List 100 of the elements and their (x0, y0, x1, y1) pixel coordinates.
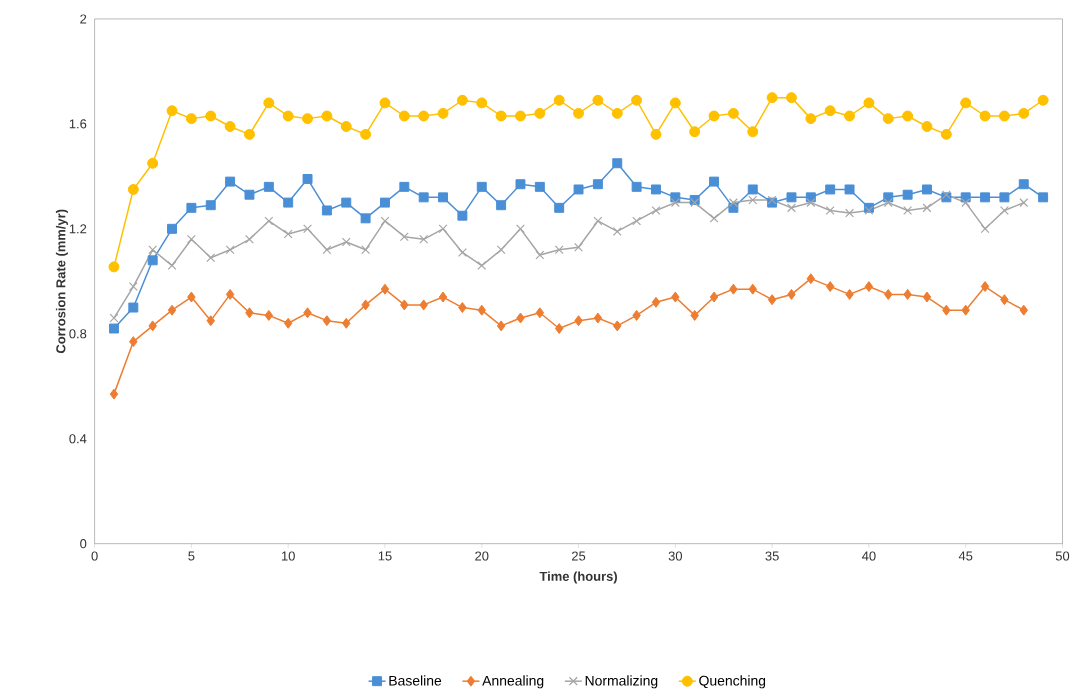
point (438, 224, 448, 234)
point (534, 107, 546, 119)
point (999, 192, 1010, 203)
point (108, 323, 119, 334)
point (708, 110, 720, 122)
point (516, 224, 525, 234)
point (167, 304, 177, 316)
point (457, 247, 467, 257)
legend-label: Normalizing (585, 675, 658, 689)
point (437, 107, 449, 119)
point (438, 291, 448, 303)
point (399, 181, 410, 192)
point (979, 110, 991, 122)
point (476, 97, 488, 109)
x-tick-label: 10 (281, 551, 295, 561)
point (186, 202, 197, 213)
x-tick-label: 25 (572, 551, 586, 561)
point (882, 113, 894, 125)
point (709, 176, 720, 187)
point (921, 121, 933, 132)
point (187, 291, 196, 303)
point (129, 336, 138, 348)
point (727, 107, 739, 119)
point (942, 304, 951, 316)
point (574, 315, 583, 327)
point (282, 110, 294, 122)
point (205, 200, 216, 211)
point (748, 195, 758, 205)
point (1038, 192, 1049, 203)
point (669, 97, 681, 109)
point (264, 309, 274, 321)
point (438, 192, 449, 203)
point (844, 184, 855, 195)
point (689, 126, 701, 138)
point (902, 110, 914, 122)
point (361, 245, 371, 255)
point (360, 128, 372, 140)
point (341, 237, 351, 247)
point (321, 110, 333, 122)
point (245, 307, 254, 319)
point (825, 205, 835, 215)
y-tick-label: 2 (80, 14, 87, 24)
point (379, 197, 390, 208)
point (206, 315, 215, 327)
point (554, 245, 564, 255)
point (554, 323, 564, 334)
point (883, 198, 893, 208)
x-tick-label: 15 (378, 551, 392, 561)
point (185, 113, 197, 125)
point (806, 198, 816, 208)
point (1000, 294, 1009, 306)
point (400, 299, 409, 311)
point (573, 184, 584, 195)
point (534, 181, 545, 192)
point (225, 176, 236, 187)
point (361, 299, 370, 311)
point (515, 179, 526, 190)
point (167, 223, 178, 234)
point (612, 226, 622, 236)
point (690, 309, 699, 321)
point (980, 224, 990, 234)
point (342, 317, 351, 329)
x-tick-label: 45 (958, 551, 973, 561)
point (283, 197, 294, 208)
point (398, 110, 410, 122)
point (1018, 179, 1029, 190)
x-tick-label: 35 (765, 551, 779, 561)
point (303, 224, 313, 234)
point (729, 283, 738, 295)
point (922, 291, 932, 303)
point (766, 92, 778, 104)
y-axis-title: Corrosion Rate (mm/yr) (55, 209, 68, 354)
point (845, 208, 855, 218)
point (380, 216, 390, 226)
point (573, 107, 585, 119)
point (612, 158, 623, 169)
point (611, 107, 623, 119)
point (651, 296, 661, 308)
point (147, 255, 158, 266)
point (863, 97, 875, 109)
point (593, 312, 603, 324)
legend-label: Quenching (699, 675, 766, 689)
point (709, 213, 719, 223)
point (148, 245, 158, 255)
point (457, 210, 468, 221)
point (419, 299, 428, 311)
point (516, 312, 525, 324)
point (824, 105, 836, 117)
point (747, 126, 759, 138)
point (225, 245, 235, 255)
point (1019, 304, 1028, 316)
point (553, 94, 565, 106)
point (884, 288, 893, 300)
y-tick-label: 0.8 (69, 329, 87, 339)
point (535, 250, 545, 260)
point (670, 198, 680, 208)
point (322, 245, 332, 255)
point (748, 283, 757, 295)
point (244, 234, 254, 244)
point (205, 110, 217, 122)
